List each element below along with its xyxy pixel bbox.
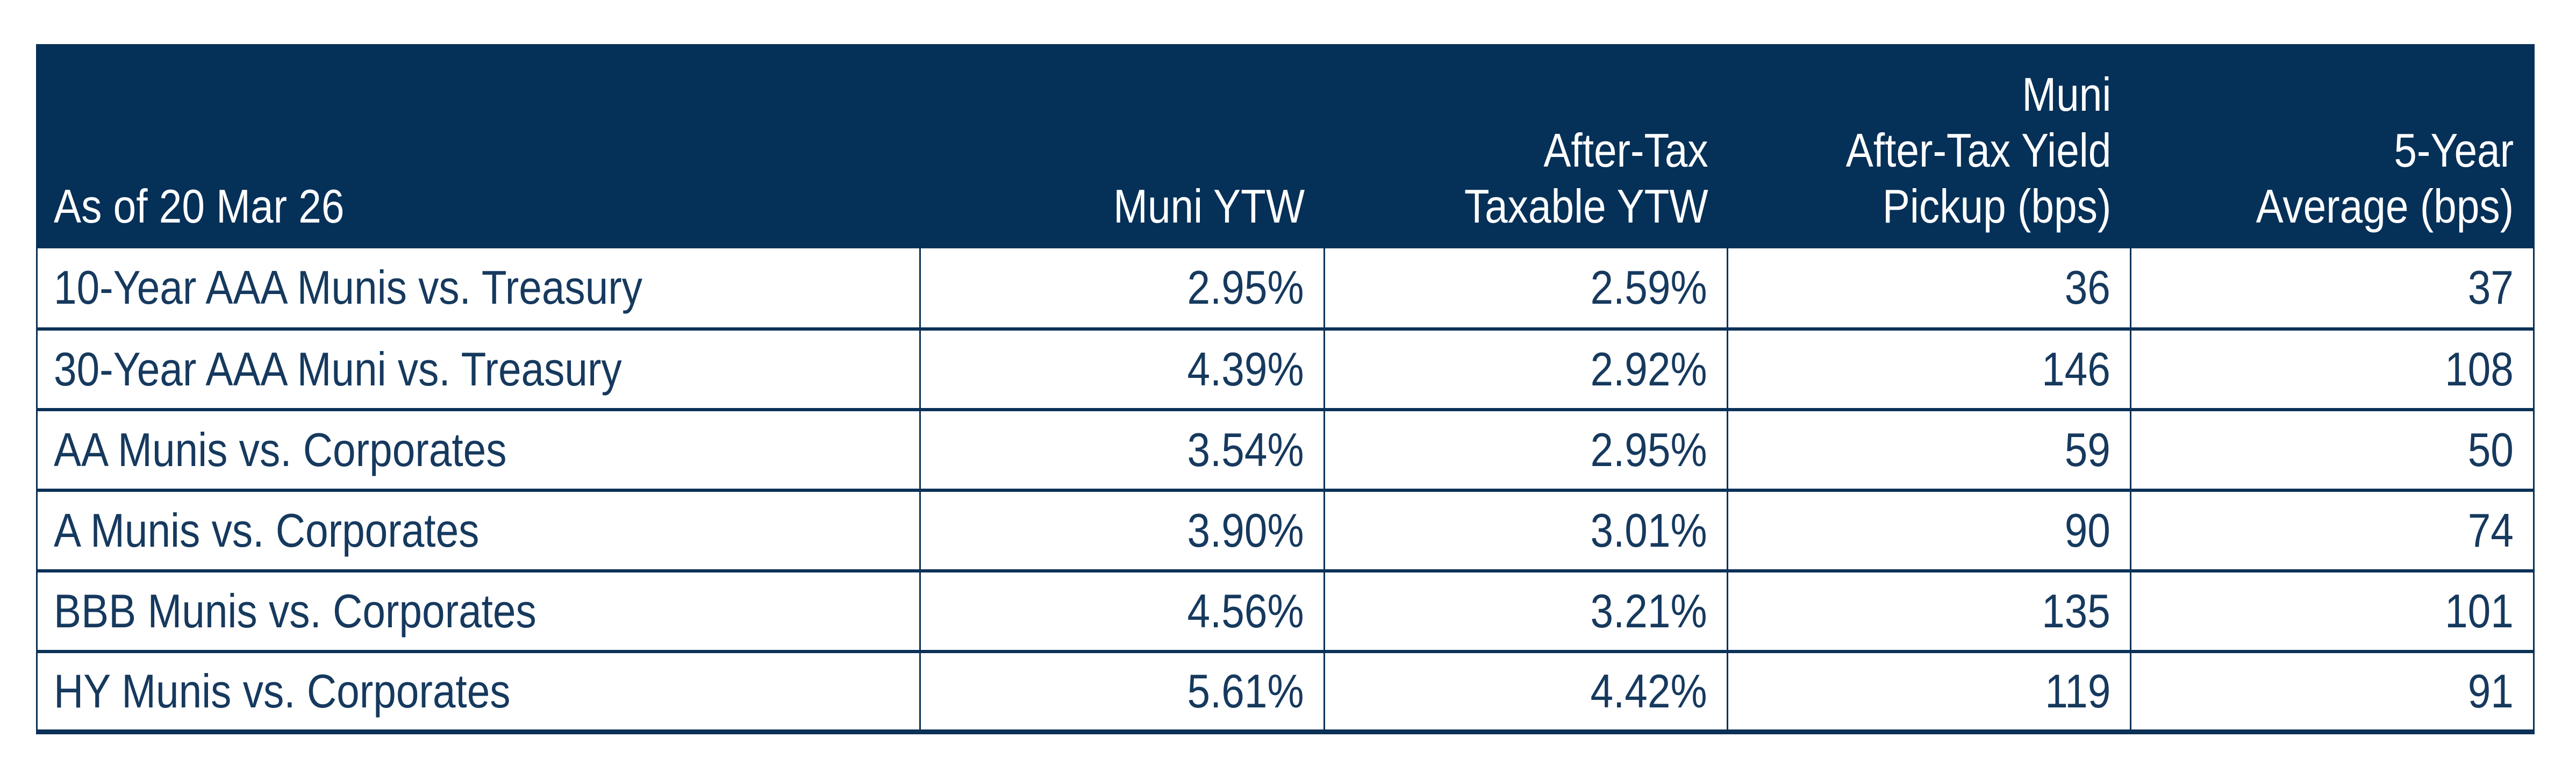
- five-year-average-bps-value: 101: [2445, 584, 2514, 638]
- five-year-average-bps-value: 74: [2467, 503, 2514, 557]
- table-row-hy-munis-vs-corporates: HY Munis vs. Corporates 5.61% 4.42% 119 …: [37, 651, 2534, 734]
- after-tax-taxable-ytw-value: 3.01%: [1590, 503, 1707, 557]
- five-year-average-bps-value: 108: [2445, 342, 2514, 396]
- yield-pickup-bps-value: 90: [2064, 503, 2110, 557]
- row-label-cell: A Munis vs. Corporates: [37, 490, 920, 572]
- yield-pickup-bps-value: 146: [2042, 342, 2110, 396]
- column-header-5-year-average-label: 5-Year Average (bps): [2256, 123, 2514, 233]
- yield-pickup-bps-cell: 90: [1727, 490, 2131, 572]
- five-year-average-bps-value: 37: [2467, 261, 2514, 314]
- five-year-average-bps-cell: 108: [2130, 328, 2534, 411]
- muni-ytw-value: 4.56%: [1187, 584, 1304, 638]
- muni-ytw-cell: 3.54%: [919, 409, 1325, 492]
- row-label-cell: 30-Year AAA Muni vs. Treasury: [37, 328, 920, 411]
- table-row-aa-munis-vs-corporates: AA Munis vs. Corporates 3.54% 2.95% 59 5…: [37, 409, 2534, 492]
- yield-pickup-bps-cell: 119: [1727, 651, 2131, 734]
- column-header-after-tax-taxable-ytw-label: After-Tax Taxable YTW: [1464, 123, 1708, 233]
- muni-ytw-value: 5.61%: [1187, 664, 1304, 718]
- five-year-average-bps-cell: 101: [2130, 570, 2534, 653]
- row-label-cell: 10-Year AAA Munis vs. Treasury: [37, 248, 920, 331]
- after-tax-taxable-ytw-value: 2.92%: [1590, 342, 1707, 396]
- table-row-10-year-aaa-munis-vs-treasury: 10-Year AAA Munis vs. Treasury 2.95% 2.5…: [37, 248, 2534, 331]
- muni-ytw-cell: 5.61%: [919, 651, 1325, 734]
- after-tax-taxable-ytw-cell: 4.42%: [1323, 651, 1728, 734]
- table-row-30-year-aaa-muni-vs-treasury: 30-Year AAA Muni vs. Treasury 4.39% 2.92…: [37, 328, 2534, 411]
- column-header-5-year-average: 5-Year Average (bps): [2130, 45, 2534, 248]
- row-label: 30-Year AAA Muni vs. Treasury: [54, 342, 622, 396]
- row-label: 10-Year AAA Munis vs. Treasury: [54, 261, 643, 314]
- column-header-muni-ytw-label: Muni YTW: [1113, 179, 1305, 233]
- table-row-a-munis-vs-corporates: A Munis vs. Corporates 3.90% 3.01% 90 74: [37, 490, 2534, 572]
- column-header-as-of-date: As of 20 Mar 26: [37, 45, 920, 248]
- table-header-row: As of 20 Mar 26 Muni YTW After-Tax Taxab…: [37, 45, 2534, 248]
- muni-yield-comparison-table: As of 20 Mar 26 Muni YTW After-Tax Taxab…: [36, 44, 2535, 734]
- column-header-muni-after-tax-yield-pickup: Muni After-Tax Yield Pickup (bps): [1727, 45, 2131, 248]
- muni-ytw-cell: 3.90%: [919, 490, 1325, 572]
- after-tax-taxable-ytw-value: 2.95%: [1590, 423, 1707, 476]
- column-header-as-of-date-label: As of 20 Mar 26: [54, 179, 345, 233]
- yield-pickup-bps-value: 135: [2042, 584, 2110, 638]
- after-tax-taxable-ytw-value: 2.59%: [1590, 261, 1707, 314]
- row-label: A Munis vs. Corporates: [54, 503, 480, 557]
- row-label: HY Munis vs. Corporates: [54, 664, 511, 718]
- five-year-average-bps-value: 91: [2467, 664, 2514, 718]
- yield-pickup-bps-cell: 146: [1727, 328, 2131, 411]
- after-tax-taxable-ytw-value: 3.21%: [1590, 584, 1707, 638]
- muni-ytw-value: 3.54%: [1187, 423, 1304, 476]
- muni-ytw-value: 2.95%: [1187, 261, 1304, 314]
- row-label-cell: HY Munis vs. Corporates: [37, 651, 920, 734]
- after-tax-taxable-ytw-cell: 2.92%: [1323, 328, 1728, 411]
- row-label: BBB Munis vs. Corporates: [54, 584, 536, 638]
- yield-pickup-bps-value: 36: [2064, 261, 2110, 314]
- row-label-cell: BBB Munis vs. Corporates: [37, 570, 920, 653]
- five-year-average-bps-value: 50: [2467, 423, 2514, 476]
- muni-ytw-value: 4.39%: [1187, 342, 1304, 396]
- yield-pickup-bps-cell: 135: [1727, 570, 2131, 653]
- muni-ytw-cell: 4.39%: [919, 328, 1325, 411]
- yield-pickup-bps-cell: 59: [1727, 409, 2131, 492]
- after-tax-taxable-ytw-value: 4.42%: [1590, 664, 1707, 718]
- row-label: AA Munis vs. Corporates: [54, 423, 507, 476]
- muni-ytw-cell: 4.56%: [919, 570, 1325, 653]
- column-header-muni-after-tax-yield-pickup-label: Muni After-Tax Yield Pickup (bps): [1845, 68, 2112, 233]
- after-tax-taxable-ytw-cell: 2.95%: [1323, 409, 1728, 492]
- five-year-average-bps-cell: 37: [2130, 248, 2534, 331]
- table-row-bbb-munis-vs-corporates: BBB Munis vs. Corporates 4.56% 3.21% 135…: [37, 570, 2534, 653]
- after-tax-taxable-ytw-cell: 2.59%: [1323, 248, 1728, 331]
- yield-pickup-bps-cell: 36: [1727, 248, 2131, 331]
- yield-pickup-bps-value: 59: [2064, 423, 2110, 476]
- row-label-cell: AA Munis vs. Corporates: [37, 409, 920, 492]
- five-year-average-bps-cell: 91: [2130, 651, 2534, 734]
- muni-ytw-value: 3.90%: [1187, 503, 1304, 557]
- five-year-average-bps-cell: 74: [2130, 490, 2534, 572]
- five-year-average-bps-cell: 50: [2130, 409, 2534, 492]
- yield-pickup-bps-value: 119: [2044, 664, 2110, 718]
- after-tax-taxable-ytw-cell: 3.01%: [1323, 490, 1728, 572]
- muni-ytw-cell: 2.95%: [919, 248, 1325, 331]
- after-tax-taxable-ytw-cell: 3.21%: [1323, 570, 1728, 653]
- column-header-after-tax-taxable-ytw: After-Tax Taxable YTW: [1324, 45, 1728, 248]
- column-header-muni-ytw: Muni YTW: [920, 45, 1325, 248]
